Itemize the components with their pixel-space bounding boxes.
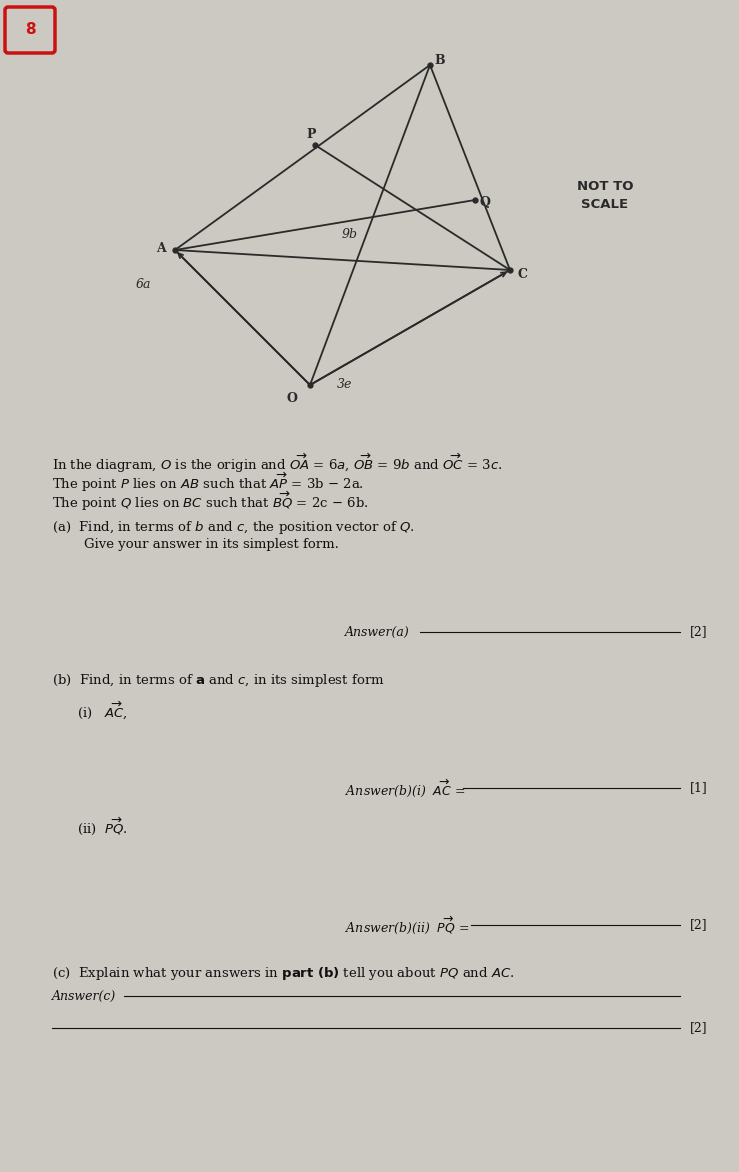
Text: 3e: 3e [337,379,353,391]
Text: 8: 8 [24,22,35,38]
Text: [1]: [1] [690,782,708,795]
Text: (c)  Explain what your answers in $\mathbf{part\ (b)}$ tell you about $PQ$ and $: (c) Explain what your answers in $\mathb… [52,965,514,982]
Text: Give your answer in its simplest form.: Give your answer in its simplest form. [84,538,339,551]
Text: 9b: 9b [342,229,358,241]
Text: The point $P$ lies on $AB$ such that $\overrightarrow{AP}$ = 3b $-$ 2a.: The point $P$ lies on $AB$ such that $\o… [52,471,364,495]
Text: 6a: 6a [135,279,151,292]
FancyBboxPatch shape [5,7,55,53]
Text: Answer(b)(i)  $\overrightarrow{AC}$ =: Answer(b)(i) $\overrightarrow{AC}$ = [345,777,466,798]
Text: (b)  Find, in terms of $\mathbf{a}$ and $c$, in its simplest form: (b) Find, in terms of $\mathbf{a}$ and $… [52,672,385,689]
Text: The point $Q$ lies on $BC$ such that $\overrightarrow{BQ}$ = 2c $-$ 6b.: The point $Q$ lies on $BC$ such that $\o… [52,490,369,513]
Text: C: C [517,267,527,280]
Text: (a)  Find, in terms of $b$ and $c$, the position vector of $Q$.: (a) Find, in terms of $b$ and $c$, the p… [52,519,415,536]
Text: [2]: [2] [690,919,708,932]
Text: [2]: [2] [690,1022,708,1035]
Text: A: A [156,241,166,254]
Text: (ii)  $\overrightarrow{PQ}$.: (ii) $\overrightarrow{PQ}$. [77,816,128,837]
Text: Answer(b)(ii)  $\overrightarrow{PQ}$ =: Answer(b)(ii) $\overrightarrow{PQ}$ = [345,914,469,935]
Text: NOT TO
SCALE: NOT TO SCALE [576,179,633,211]
Text: P: P [306,129,316,142]
Text: Q: Q [480,196,491,209]
Text: O: O [287,393,297,406]
Text: Answer(a): Answer(a) [345,626,409,639]
Text: In the diagram, $O$ is the origin and $\overrightarrow{OA}$ = 6$a$, $\overrighta: In the diagram, $O$ is the origin and $\… [52,452,503,475]
Text: [2]: [2] [690,626,708,639]
Text: Answer(c): Answer(c) [52,989,116,1002]
Text: B: B [435,55,446,68]
Text: (i)   $\overrightarrow{AC}$,: (i) $\overrightarrow{AC}$, [77,699,127,721]
